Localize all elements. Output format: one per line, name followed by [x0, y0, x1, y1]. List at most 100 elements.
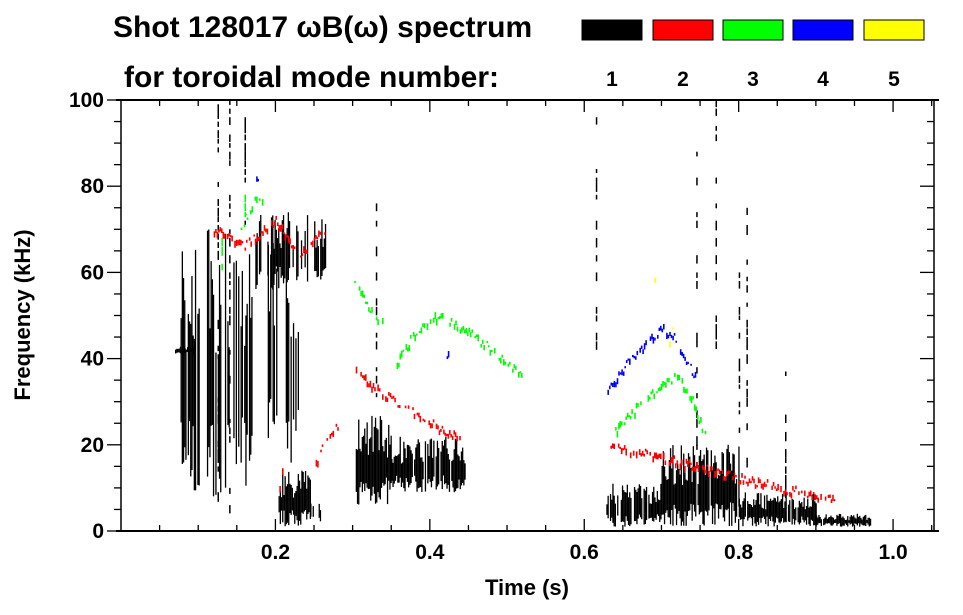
spectrum-track-mode-2	[762, 483, 764, 490]
spectrum-blob-mode-1	[629, 492, 631, 527]
spectrum-blob-mode-1	[830, 515, 832, 526]
spectrum-track-mode-3	[619, 420, 622, 428]
spectrum-track-mode-2	[829, 494, 831, 499]
spectrum-line-mode-1	[229, 212, 231, 218]
spectrum-track-mode-2	[721, 470, 724, 474]
spectrum-blob-mode-1	[721, 452, 723, 505]
spectrum-track-mode-2	[815, 495, 818, 500]
spectrum-track-mode-2	[219, 227, 222, 232]
spectrum-track-mode-3	[681, 377, 684, 384]
spectrum-line-mode-1	[595, 117, 598, 125]
spectrum-blob-mode-1	[365, 443, 367, 484]
spectrum-track-mode-3	[409, 334, 412, 339]
spectrum-blob-mode-1	[233, 262, 235, 439]
spectrum-track-mode-2	[287, 235, 290, 243]
spectrum-line-mode-1	[217, 138, 219, 144]
spectrum-blob-mode-1	[707, 450, 709, 516]
spectrum-track-mode-2	[685, 458, 688, 464]
spectrum-line-mode-1	[715, 177, 717, 184]
spectrum-line-mode-1	[217, 449, 219, 459]
spectrum-line-mode-1	[595, 237, 598, 248]
spectrum-track-mode-4	[645, 340, 647, 346]
spectrum-blob-mode-1	[441, 441, 443, 490]
spectrum-blob-mode-1	[725, 480, 727, 510]
spectrum-track-mode-3	[259, 198, 261, 201]
spectrum-track-mode-2	[431, 423, 433, 429]
spectrum-line-mode-1	[217, 354, 219, 359]
spectrum-blob-mode-1	[376, 428, 378, 503]
spectrum-line-mode-1	[715, 220, 717, 231]
spectrum-line-mode-1	[217, 406, 219, 412]
spectrum-track-mode-2	[228, 232, 230, 237]
legend-label-mode-5: 5	[888, 68, 900, 91]
spectrum-line-mode-1	[715, 332, 717, 340]
spectrum-blob-mode-1	[297, 474, 299, 526]
spectrum-blob-mode-1	[300, 488, 302, 525]
spectrum-track-mode-2	[672, 457, 674, 464]
spectrum-track-mode-3	[671, 381, 673, 385]
spectrum-track-mode-2	[416, 412, 419, 416]
spectrum-track-mode-2	[319, 231, 322, 235]
spectrum-track-mode-2	[827, 494, 830, 498]
spectrum-track-mode-3	[684, 388, 687, 394]
spectrum-line-mode-1	[229, 117, 231, 125]
spectrum-blob-mode-1	[661, 465, 663, 515]
spectrum-blob-mode-1	[322, 246, 324, 271]
spectrum-blob-mode-1	[356, 449, 359, 504]
spectrum-blob-mode-1	[859, 515, 861, 527]
spectrum-track-mode-2	[811, 495, 813, 501]
spectrum-track-mode-2	[312, 240, 314, 248]
spectrum-line-mode-1	[696, 151, 698, 157]
spectrum-blob-mode-1	[754, 504, 756, 524]
spectrum-track-mode-3	[412, 331, 415, 337]
spectrum-line-mode-3	[244, 203, 246, 212]
spectrum-track-mode-3	[625, 416, 627, 420]
spectrum-blob-mode-1	[275, 229, 277, 267]
y-tick-label: 80	[81, 175, 104, 198]
spectrum-line-mode-1	[217, 466, 219, 472]
spectrum-blob-mode-1	[258, 221, 261, 275]
spectrum-line-mode-1	[746, 388, 748, 397]
spectrum-blob-mode-1	[212, 294, 215, 497]
spectrum-track-mode-2	[248, 237, 251, 241]
spectrum-track-mode-3	[256, 196, 258, 203]
spectrum-blob-mode-1	[417, 439, 419, 489]
spectrum-track-mode-2	[808, 491, 810, 497]
spectrum-line-mode-1	[696, 255, 698, 264]
spectrum-blob-mode-1	[184, 300, 186, 448]
spectrum-blob-mode-1	[720, 471, 722, 510]
spectrum-line-mode-1	[595, 341, 598, 350]
spectrum-blob-mode-1	[760, 493, 762, 523]
spectrum-track-mode-3	[475, 334, 478, 337]
spectrum-blob-mode-1	[360, 451, 362, 482]
spectrum-blob-mode-1	[623, 490, 625, 522]
spectrum-blob-mode-1	[763, 495, 766, 520]
spectrum-blob-mode-1	[671, 468, 673, 510]
spectrum-blob-mode-1	[457, 454, 459, 489]
spectrum-track-mode-2	[283, 232, 285, 235]
spectrum-blob-mode-1	[659, 500, 661, 522]
spectrum-blob-mode-1	[432, 457, 434, 481]
spectrum-track-mode-2	[317, 460, 319, 468]
spectrum-track-mode-3	[635, 402, 638, 409]
spectrum-track-mode-2	[237, 240, 239, 246]
spectrum-blob-mode-1	[824, 517, 826, 525]
spectrum-blob-mode-1	[839, 514, 842, 527]
spectrum-blob-mode-1	[835, 519, 837, 523]
chart-title-line2: for toroidal mode number:	[124, 61, 499, 94]
spectrum-blob-mode-1	[438, 448, 440, 485]
spectrum-blob-mode-1	[288, 302, 290, 422]
spectrum-track-mode-2	[798, 491, 800, 495]
spectrum-blob-mode-1	[306, 215, 309, 282]
spectrum-track-mode-4	[654, 337, 656, 341]
spectrum-blob-mode-1	[435, 456, 437, 490]
spectrum-line-mode-1	[244, 177, 246, 183]
spectrum-track-mode-3	[629, 415, 632, 420]
spectrum-blob-mode-1	[440, 451, 442, 482]
spectrum-blob-mode-1	[444, 439, 446, 485]
spectrum-blob-mode-1	[708, 476, 710, 511]
spectrum-blob-mode-1	[459, 460, 461, 490]
spectrum-blob-mode-1	[256, 233, 258, 285]
spectrum-track-mode-4	[651, 333, 653, 340]
spectrum-track-mode-3	[429, 319, 432, 324]
